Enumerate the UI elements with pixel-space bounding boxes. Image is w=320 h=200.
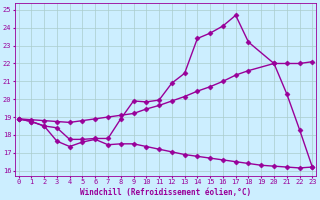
X-axis label: Windchill (Refroidissement éolien,°C): Windchill (Refroidissement éolien,°C) xyxy=(80,188,251,197)
